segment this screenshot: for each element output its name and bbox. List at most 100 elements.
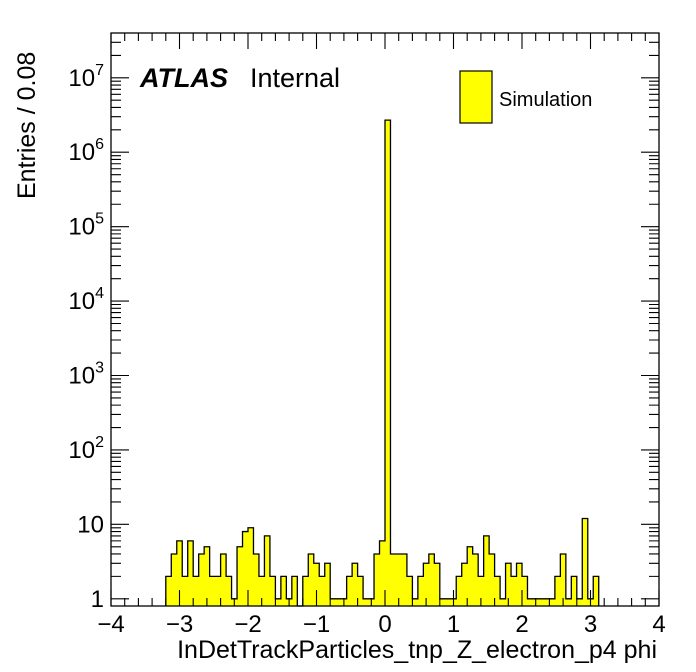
- histogram-bar: [423, 563, 430, 606]
- histogram-bar: [428, 553, 435, 606]
- x-tick-label: −3: [166, 611, 193, 638]
- x-tick-label: −2: [234, 611, 261, 638]
- histogram-bar: [253, 553, 260, 606]
- histogram-bar: [302, 576, 309, 606]
- histogram-bar: [478, 576, 484, 606]
- histogram-bar: [543, 598, 550, 606]
- histogram-bar: [187, 540, 194, 606]
- histogram-bar: [505, 563, 512, 606]
- histogram-bar: [264, 535, 271, 606]
- histogram-bar: [483, 535, 490, 606]
- atlas-label: ATLAS: [139, 63, 228, 93]
- histogram-bar: [412, 598, 419, 606]
- histogram-bar: [346, 576, 353, 606]
- histogram-outline: [165, 119, 600, 607]
- x-tick-label: 0: [378, 611, 391, 638]
- histogram-bar: [226, 576, 232, 606]
- x-tick-labels: −4 −3 −2 −1 0 1 2 3 4: [97, 611, 665, 638]
- histogram-bar: [171, 553, 178, 606]
- x-tick-label: 4: [652, 611, 665, 638]
- y-tick-label: 10: [77, 511, 104, 538]
- histogram-bar: [248, 527, 254, 606]
- histogram-bar: [165, 576, 172, 606]
- histogram-bar: [472, 553, 479, 606]
- y-tick-labels: 1 10 102 103 104 105 106 107: [68, 62, 104, 613]
- histogram-bar: [500, 598, 506, 606]
- histogram-bar: [516, 563, 523, 606]
- y-tick-label: 1: [91, 586, 104, 613]
- histogram-bar: [379, 540, 386, 606]
- histogram-bar: [554, 576, 561, 606]
- x-tick-label: 2: [515, 611, 528, 638]
- histogram-bar: [291, 576, 298, 606]
- histogram-bar: [434, 563, 441, 606]
- histogram-bar: [269, 576, 276, 606]
- histogram-bar: [417, 576, 424, 606]
- histogram-bar: [445, 598, 452, 606]
- histogram-bar: [489, 553, 495, 606]
- histogram-bar: [549, 598, 556, 606]
- histogram-bar: [335, 598, 342, 606]
- histogram-bar: [461, 563, 468, 606]
- legend-entry-simulation: Simulation: [499, 89, 592, 111]
- histogram-bar: [401, 553, 408, 606]
- histogram-bar: [319, 576, 326, 606]
- histogram-bar: [494, 576, 501, 606]
- histogram-bar: [242, 531, 249, 606]
- histogram-bar: [571, 576, 578, 606]
- histogram-bar: [198, 553, 205, 606]
- histogram-bar: [352, 563, 358, 606]
- x-axis-label: InDetTrackParticles_tnp_Z_electron_p4 ph…: [177, 636, 657, 664]
- histogram-bar: [324, 563, 331, 606]
- histogram-bar: [280, 576, 287, 606]
- histogram-bar: [313, 563, 320, 606]
- histogram-bar: [395, 553, 402, 606]
- axis-ticks: [110, 32, 660, 606]
- histogram-bar: [565, 598, 572, 606]
- histogram-bar: [308, 553, 315, 606]
- histogram-bar: [237, 546, 243, 606]
- x-tick-label: 3: [584, 611, 597, 638]
- histogram-bar: [582, 518, 589, 606]
- histogram-bar: [522, 576, 528, 606]
- y-tick-label: 104: [68, 285, 104, 315]
- histogram-bar: [385, 120, 391, 606]
- y-tick-label: 102: [68, 434, 104, 464]
- histogram-bar: [209, 576, 216, 606]
- x-tick-label: −4: [97, 611, 124, 638]
- y-tick-label: 105: [68, 211, 104, 241]
- histogram-bar: [374, 553, 380, 606]
- histogram-bar: [330, 598, 336, 606]
- histogram-bar: [406, 576, 413, 606]
- histogram-bar: [593, 576, 600, 606]
- histogram-bar: [527, 598, 534, 606]
- histogram-bar: [275, 598, 282, 606]
- histogram-bar: [204, 546, 210, 606]
- y-tick-label: 106: [68, 136, 104, 166]
- histogram-bar: [538, 598, 545, 606]
- x-tick-label: 1: [447, 611, 460, 638]
- histogram-bar: [467, 546, 473, 606]
- histogram-bar: [176, 540, 183, 606]
- y-tick-label: 103: [68, 360, 104, 390]
- histogram-bar: [560, 553, 567, 606]
- histogram-bar: [215, 576, 221, 606]
- histogram-bar: [511, 576, 517, 606]
- histogram-bars: [165, 120, 600, 606]
- legend-swatch: [459, 70, 493, 124]
- histogram-bar: [182, 576, 189, 606]
- atlas-status-label: Internal: [250, 63, 340, 93]
- y-tick-label: 107: [68, 62, 104, 92]
- histogram-bar: [363, 598, 369, 606]
- histogram-bar: [439, 598, 446, 606]
- histogram-bar: [357, 576, 364, 606]
- histogram-bar: [390, 553, 397, 606]
- x-tick-label: −1: [303, 611, 330, 638]
- histogram-bar: [193, 576, 199, 606]
- histogram-bar: [258, 576, 265, 606]
- histogram-bar: [576, 598, 583, 606]
- histogram-bar: [220, 553, 227, 606]
- y-axis-label: Entries / 0.08: [13, 51, 41, 199]
- legend: Simulation: [459, 70, 592, 124]
